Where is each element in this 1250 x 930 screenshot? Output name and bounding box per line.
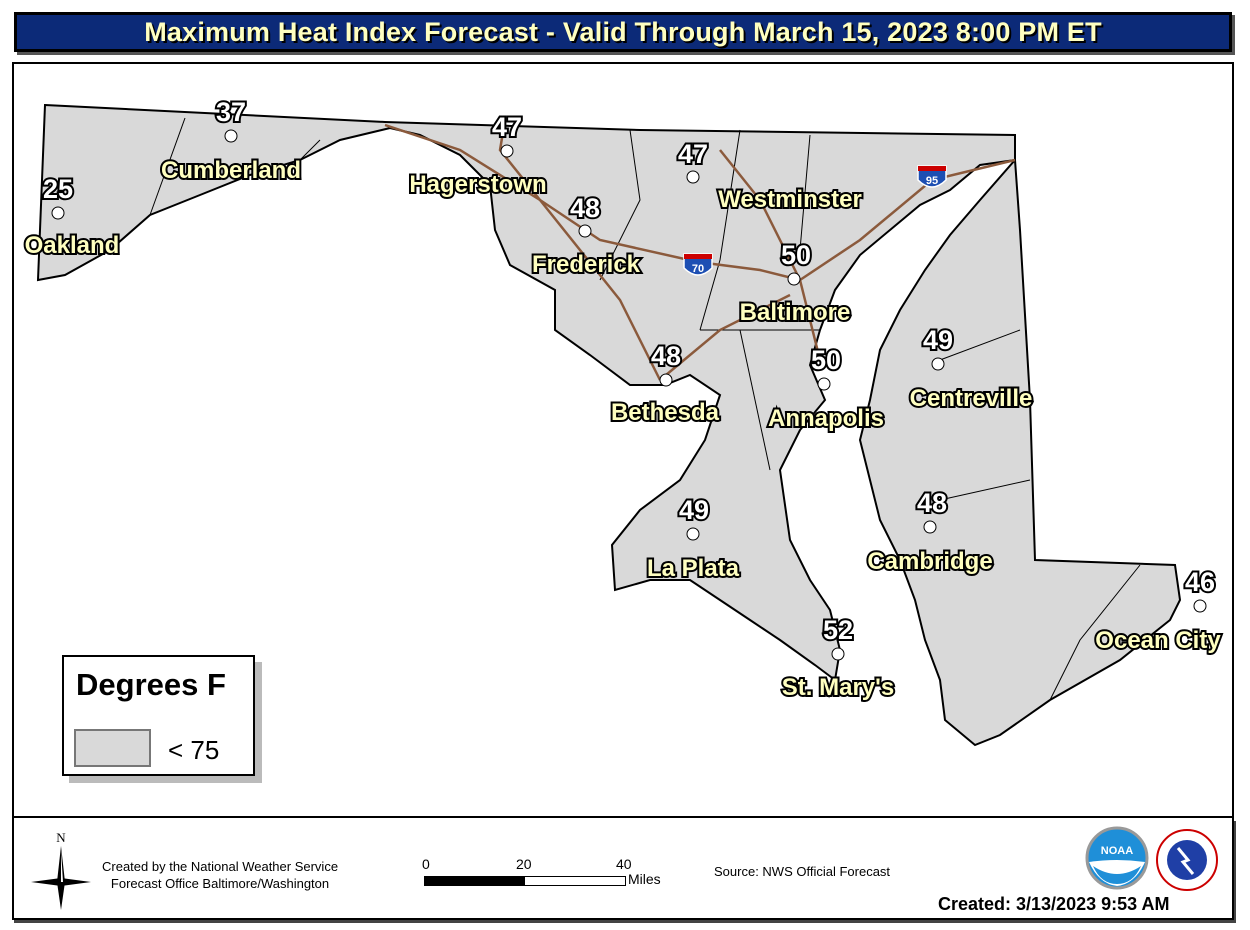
scale-units: Miles: [628, 871, 661, 887]
city-name: Oakland: [25, 232, 120, 259]
city-value: 47: [678, 139, 708, 169]
scale-tick: 0: [422, 856, 430, 872]
compass-rose-icon: N: [31, 830, 91, 910]
city-value: 47: [492, 112, 522, 142]
city-name: Cambridge: [867, 548, 992, 575]
nws-logo-icon: [1156, 829, 1218, 891]
city-hagerstown: 47 Hagerstown: [407, 110, 548, 200]
maryland-map: 70 95 25 Oakland 37 Cumberland 47 Hagers…: [23, 95, 1223, 747]
city-st-marys: 52 St. Mary's: [780, 613, 896, 703]
city-value: 46: [1185, 567, 1215, 597]
city-name: Hagerstown: [409, 171, 546, 198]
city-name: Centreville: [910, 385, 1033, 412]
interstate-70-shield: 70: [683, 253, 713, 276]
city-name: Frederick: [532, 251, 641, 278]
city-value: 37: [216, 97, 246, 127]
city-frederick: 48 Frederick: [530, 191, 643, 280]
compass-north-label: N: [56, 830, 66, 845]
city-value: 48: [651, 341, 681, 371]
city-name: Bethesda: [611, 399, 720, 426]
city-value: 50: [781, 240, 811, 270]
agency-logos: NOAA: [1085, 826, 1218, 891]
city-name: St. Mary's: [782, 674, 894, 701]
city-cumberland: 37 Cumberland: [159, 95, 303, 186]
city-value: 52: [823, 615, 853, 645]
scale-tick: 20: [516, 856, 532, 872]
city-westminster: 47 Westminster: [676, 137, 864, 215]
city-value: 25: [43, 174, 73, 204]
county-lines: [149, 117, 1141, 701]
city-baltimore: 50 Baltimore: [738, 238, 853, 328]
city-name: Westminster: [718, 186, 862, 213]
created-timestamp: Created: 3/13/2023 9:53 AM: [938, 894, 1170, 914]
city-annapolis: 50 Annapolis: [766, 343, 886, 434]
source-text: Source: NWS Official Forecast: [714, 864, 891, 879]
city-value: 50: [811, 345, 841, 375]
interstate-95-label: 95: [926, 175, 938, 187]
highways: [384, 119, 1016, 381]
legend-swatch: [74, 729, 151, 767]
footer: N Created by the National Weather Servic…: [12, 818, 1234, 920]
city-centreville: 49 Centreville: [908, 323, 1035, 414]
scale-tick: 40: [616, 856, 632, 872]
credit-line-2: Forecast Office Baltimore/Washington: [110, 876, 330, 891]
city-oakland: 25 Oakland: [23, 172, 122, 261]
city-name: Ocean City: [1095, 627, 1221, 654]
interstate-95-shield: 95: [917, 165, 947, 188]
city-value: 48: [570, 193, 600, 223]
scale-bar-graphic: [424, 876, 626, 886]
city-cambridge: 48 Cambridge: [865, 486, 994, 577]
noaa-logo-icon: NOAA: [1085, 826, 1149, 890]
city-la-plata: 49 La Plata: [645, 493, 742, 584]
city-value: 49: [923, 325, 953, 355]
credit-text: Created by the National Weather Service …: [102, 858, 338, 892]
city-value: 49: [679, 495, 709, 525]
legend-label: < 75: [168, 735, 220, 765]
city-value: 48: [917, 488, 947, 518]
city-name: Annapolis: [768, 405, 884, 432]
eastern-shore-land: [858, 157, 1182, 747]
city-ocean-city: 46 Ocean City: [1093, 565, 1223, 656]
map-title: Maximum Heat Index Forecast - Valid Thro…: [144, 16, 1102, 47]
city-bethesda: 48 Bethesda: [609, 339, 722, 428]
credit-line-1: Created by the National Weather Service: [102, 859, 339, 874]
city-name: La Plata: [647, 555, 740, 582]
legend-title: Degrees F: [76, 667, 226, 702]
city-name: Baltimore: [740, 299, 851, 326]
city-name: Cumberland: [161, 157, 301, 184]
title-bar: Maximum Heat Index Forecast - Valid Thro…: [14, 12, 1232, 52]
western-shore-land: [36, 103, 1016, 682]
noaa-logo-text: NOAA: [1101, 845, 1133, 857]
legend: Degrees F < 75: [62, 655, 255, 776]
interstate-70-label: 70: [692, 263, 704, 275]
map-frame: [12, 62, 1234, 818]
